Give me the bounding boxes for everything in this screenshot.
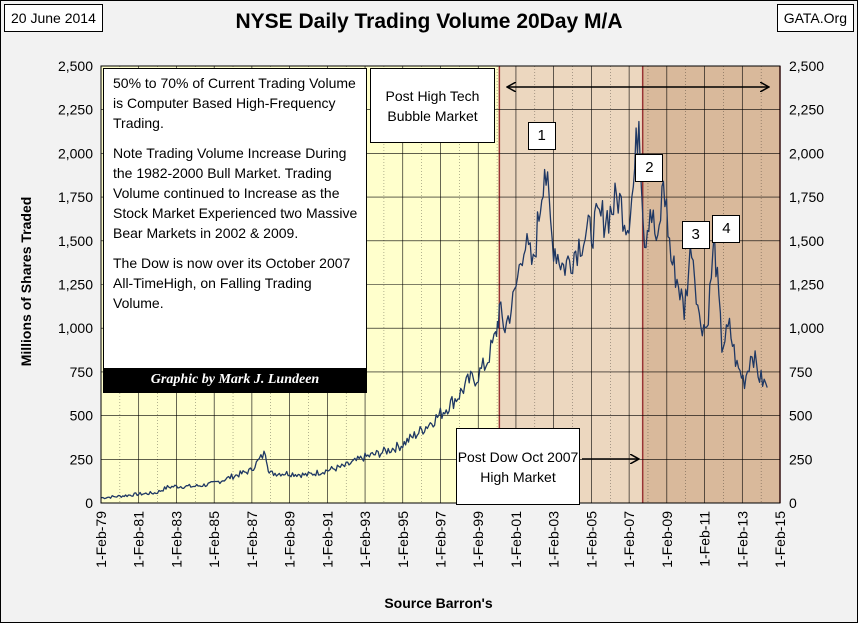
x-tick-label: 1-Feb-93 [357, 511, 373, 568]
y-tick-label-right: 750 [789, 364, 813, 380]
y-tick-label-right: 1,250 [789, 277, 824, 293]
y-tick-label-left: 2,250 [58, 102, 93, 118]
x-tick-label: 1-Feb-99 [470, 511, 486, 568]
annotation-post-high-tech-bubble: Post High Tech Bubble Market [370, 68, 495, 143]
annotation-paragraph-dow: The Dow is now over its October 2007 All… [113, 255, 351, 311]
y-tick-label-left: 750 [70, 364, 94, 380]
annotation-post-dow-text: Post Dow Oct 2007 High Market [457, 448, 579, 485]
annotation-post-dow-high: Post Dow Oct 2007 High Market [456, 428, 580, 505]
x-tick-label: 1-Feb-89 [282, 511, 298, 568]
y-tick-label-right: 0 [789, 495, 797, 511]
annotation-post-high-text: Post High Tech Bubble Market [385, 87, 480, 124]
peak-marker-4: 4 [712, 214, 741, 243]
annotation-paragraph-hft: 50% to 70% of Current Trading Volume is … [113, 75, 356, 131]
source-label: GATA.Org [776, 4, 854, 32]
series-line-1 [101, 120, 768, 500]
chart-title: NYSE Daily Trading Volume 20Day M/A [235, 10, 623, 33]
y-tick-label-left: 1,000 [58, 320, 93, 336]
x-tick-label: 1-Feb-03 [546, 511, 562, 568]
y-tick-label-left: 2,000 [58, 145, 93, 161]
y-tick-label-right: 2,250 [789, 102, 824, 118]
y-tick-label-left: 1,250 [58, 277, 93, 293]
y-tick-label-right: 250 [789, 451, 813, 467]
y-tick-label-left: 500 [70, 408, 94, 424]
peak-marker-1: 1 [527, 122, 556, 151]
y-tick-label-left: 1,750 [58, 189, 93, 205]
y-tick-label-right: 1,500 [789, 233, 824, 249]
x-tick-label: 1-Feb-01 [508, 511, 524, 568]
x-tick-label: 1-Feb-95 [395, 511, 411, 568]
peak-marker-3: 3 [681, 220, 710, 249]
x-tick-label: 1-Feb-87 [244, 511, 260, 568]
y-tick-label-left: 1,500 [58, 233, 93, 249]
y-axis-title: Millions of Shares Traded [18, 197, 34, 367]
x-tick-label: 1-Feb-85 [206, 511, 222, 568]
y-tick-label-right: 2,500 [789, 58, 824, 74]
y-tick-label-right: 1,750 [789, 189, 824, 205]
x-tick-label: 1-Feb-13 [734, 511, 750, 568]
y-tick-label-right: 2,000 [789, 145, 824, 161]
y-tick-label-right: 500 [789, 408, 813, 424]
x-tick-label: 1-Feb-81 [131, 511, 147, 568]
x-tick-label: 1-Feb-79 [93, 511, 109, 568]
x-tick-label: 1-Feb-91 [319, 511, 335, 568]
y-tick-label-left: 0 [85, 495, 93, 511]
x-tick-label: 1-Feb-15 [772, 511, 788, 568]
y-tick-label-right: 1,000 [789, 320, 824, 336]
y-tick-label-left: 250 [70, 451, 94, 467]
x-tick-label: 1-Feb-05 [583, 511, 599, 568]
x-axis-title: Source Barron's [384, 595, 493, 611]
y-tick-label-left: 2,500 [58, 58, 93, 74]
date-label: 20 June 2014 [4, 4, 103, 32]
x-tick-label: 1-Feb-09 [659, 511, 675, 568]
peak-marker-2: 2 [635, 153, 664, 182]
x-tick-label: 1-Feb-97 [433, 511, 449, 568]
annotation-paragraph-volume-increase: Note Trading Volume Increase During the … [113, 145, 358, 241]
plot-border [100, 65, 781, 504]
x-tick-label: 1-Feb-83 [168, 511, 184, 568]
x-tick-label: 1-Feb-11 [697, 511, 713, 567]
credit-banner: Graphic by Mark J. Lundeen [104, 368, 366, 392]
annotation-box-main: 50% to 70% of Current Trading Volume is … [103, 68, 367, 393]
x-tick-label: 1-Feb-07 [621, 511, 637, 568]
